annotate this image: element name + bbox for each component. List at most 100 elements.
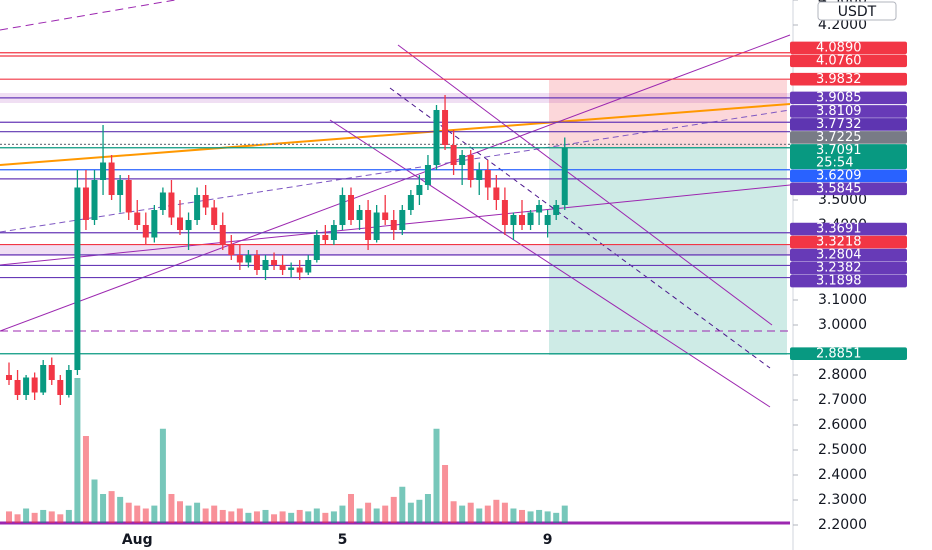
price-label: 3.6209 [816, 169, 862, 184]
price-label-box [790, 248, 907, 262]
volume-bar [74, 378, 81, 523]
volume-bar [279, 511, 286, 523]
candle-body [527, 212, 534, 225]
candle-body [57, 380, 64, 395]
candle-body [228, 245, 235, 255]
trend-line [397, 44, 773, 326]
y-tick-label: 2.8000 [818, 367, 867, 383]
volume-bar [296, 509, 303, 523]
candle-body [236, 255, 243, 263]
candle-body [125, 180, 132, 213]
volume-bar [91, 479, 98, 523]
price-label: 3.8109 [816, 104, 862, 119]
volume-bar [142, 508, 149, 523]
drawings [0, 0, 791, 525]
candle-body [407, 195, 414, 210]
candle-body [433, 110, 440, 165]
volume-bar [373, 508, 380, 523]
candle-body [322, 235, 329, 240]
candle-body [330, 225, 337, 240]
candle-body [356, 210, 363, 220]
volume-bar [442, 465, 449, 523]
volume-bar [168, 494, 175, 523]
candle-body [6, 375, 12, 380]
volume-bar [416, 499, 423, 523]
volume-bar [450, 501, 457, 523]
price-label: 3.3218 [816, 235, 862, 250]
candle-body [91, 180, 98, 220]
volume-bar [288, 512, 295, 523]
volume-bar [433, 428, 440, 523]
price-label-box [790, 131, 907, 144]
candle-body [501, 200, 508, 225]
candle-body [467, 155, 474, 180]
profit-zone [549, 147, 787, 355]
price-label-box [790, 41, 907, 55]
volume-bar [544, 511, 551, 523]
candle-body [450, 145, 457, 165]
candle-body [48, 365, 55, 380]
candle-body [416, 185, 423, 195]
volume-bar [151, 505, 158, 523]
volume-bar [407, 502, 414, 523]
candle-body [65, 370, 72, 395]
candle-body [382, 212, 389, 220]
volume-bar [185, 505, 192, 523]
price-label-box [790, 144, 907, 170]
volume-bar [484, 505, 491, 523]
volume-bar [159, 428, 166, 523]
price-label-box [790, 347, 907, 361]
volume-bar [399, 486, 406, 523]
candle-body [202, 195, 209, 208]
y-tick-label: 2.4000 [818, 467, 867, 483]
y-tick-label: 2.7000 [818, 392, 867, 408]
volume-bar [125, 502, 132, 523]
candle-body [484, 170, 491, 188]
volume-bar [82, 436, 89, 523]
volume-bar [322, 512, 329, 523]
trend-line [0, 34, 791, 332]
candle-body [253, 255, 260, 270]
price-label-box [790, 91, 907, 105]
volume-bar [271, 514, 278, 523]
candle-body [348, 195, 354, 220]
price-label-box [790, 182, 907, 196]
volume-bar [476, 508, 483, 523]
y-tick-label: 2.2000 [818, 517, 867, 533]
price-label: 3.7091 [816, 143, 862, 158]
price-label: 3.9832 [816, 72, 862, 87]
plot [0, 52, 790, 523]
volume-bar [305, 511, 312, 523]
y-tick-label: 3.5000 [818, 192, 867, 208]
volume-bar [211, 505, 218, 523]
price-label: 3.2382 [816, 261, 862, 276]
candle-body [262, 260, 269, 270]
candle-body [271, 260, 278, 265]
volume-bar [519, 509, 525, 523]
price-label-box [790, 274, 907, 288]
candle-body [117, 180, 124, 195]
price-label: 3.3691 [816, 222, 862, 237]
volume-bar [202, 508, 209, 523]
candle-body [142, 225, 149, 238]
price-axis: 4.30004.20003.50003.40003.10003.00002.80… [790, 0, 907, 533]
candle-body [40, 365, 47, 393]
quote: USDT [838, 4, 877, 20]
candle-body [553, 205, 560, 215]
price-label-box [790, 235, 907, 249]
candle-body [296, 267, 303, 273]
volume-bar [14, 514, 21, 523]
candle-body [151, 210, 158, 238]
volume-bar [194, 502, 201, 523]
volume-bar [339, 505, 346, 523]
candle-body [185, 220, 192, 230]
countdown: 25:54 [816, 156, 853, 171]
price-label: 3.7225 [816, 130, 862, 145]
volume-bar [382, 505, 389, 523]
candle-body [100, 162, 107, 180]
price-label: 4.0890 [816, 41, 862, 56]
candle-body [134, 212, 141, 225]
x-tick-label: 9 [543, 532, 553, 548]
price-label-box [790, 72, 907, 86]
